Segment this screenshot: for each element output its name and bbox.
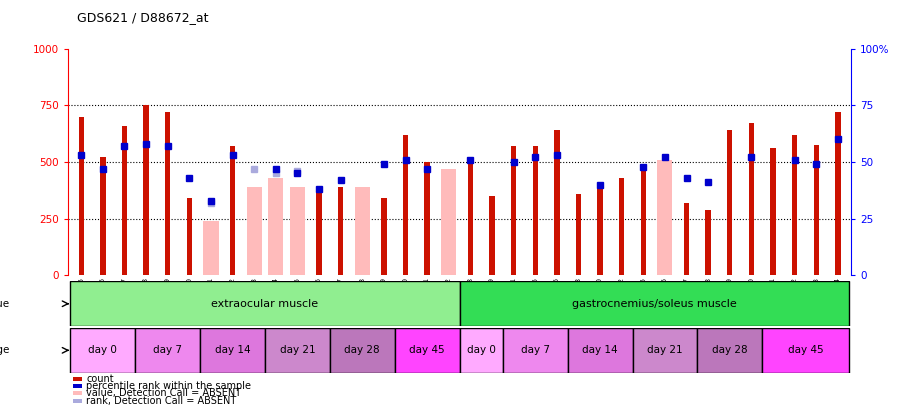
Bar	[70, 328, 136, 373]
Bar	[247, 187, 262, 275]
Text: gastrocnemius/soleus muscle: gastrocnemius/soleus muscle	[571, 299, 736, 309]
Bar	[203, 221, 218, 275]
Bar	[683, 203, 689, 275]
Bar	[490, 196, 495, 275]
Bar	[697, 328, 763, 373]
Bar	[532, 146, 538, 275]
Text: day 14: day 14	[582, 345, 618, 355]
Text: day 0: day 0	[88, 345, 117, 355]
Bar	[727, 130, 733, 275]
Bar	[771, 148, 775, 275]
Bar	[597, 185, 602, 275]
Text: day 21: day 21	[647, 345, 682, 355]
Bar	[230, 146, 236, 275]
Text: age: age	[0, 345, 9, 355]
Bar	[468, 162, 473, 275]
Bar	[749, 124, 754, 275]
Bar	[268, 178, 283, 275]
Text: extraocular muscle: extraocular muscle	[211, 299, 318, 309]
Bar	[395, 328, 460, 373]
Bar	[200, 328, 265, 373]
Bar	[329, 328, 395, 373]
Text: value, Detection Call = ABSENT: value, Detection Call = ABSENT	[86, 388, 241, 398]
Text: tissue: tissue	[0, 299, 9, 309]
Bar	[317, 187, 322, 275]
Text: day 28: day 28	[712, 345, 748, 355]
Bar	[424, 162, 430, 275]
Text: count: count	[86, 374, 114, 384]
Bar	[122, 126, 127, 275]
Text: day 7: day 7	[153, 345, 182, 355]
Bar	[136, 328, 200, 373]
Bar	[460, 281, 849, 326]
Text: day 45: day 45	[410, 345, 445, 355]
Text: percentile rank within the sample: percentile rank within the sample	[86, 381, 251, 391]
Text: day 45: day 45	[788, 345, 824, 355]
Bar	[78, 117, 84, 275]
Text: day 28: day 28	[345, 345, 380, 355]
Bar	[403, 135, 409, 275]
Bar	[355, 187, 369, 275]
Bar	[290, 187, 305, 275]
Bar	[792, 135, 797, 275]
Bar	[554, 130, 560, 275]
Bar	[835, 112, 841, 275]
Bar	[70, 281, 460, 326]
Bar	[705, 210, 711, 275]
Bar	[460, 328, 503, 373]
Bar	[265, 328, 329, 373]
Bar	[441, 169, 456, 275]
Text: day 0: day 0	[467, 345, 496, 355]
Bar	[503, 328, 568, 373]
Text: rank, Detection Call = ABSENT: rank, Detection Call = ABSENT	[86, 396, 237, 405]
Bar	[632, 328, 697, 373]
Bar	[763, 328, 849, 373]
Bar	[338, 187, 343, 275]
Bar	[619, 178, 624, 275]
Bar	[568, 328, 632, 373]
Bar	[100, 158, 106, 275]
Text: day 14: day 14	[215, 345, 250, 355]
Bar	[144, 105, 148, 275]
Bar	[657, 160, 672, 275]
Bar	[165, 112, 170, 275]
Bar	[187, 198, 192, 275]
Text: day 7: day 7	[521, 345, 550, 355]
Text: day 21: day 21	[279, 345, 315, 355]
Bar	[511, 146, 516, 275]
Bar	[576, 194, 581, 275]
Bar	[641, 171, 646, 275]
Bar	[814, 145, 819, 275]
Bar	[381, 198, 387, 275]
Text: GDS621 / D88672_at: GDS621 / D88672_at	[77, 11, 209, 24]
